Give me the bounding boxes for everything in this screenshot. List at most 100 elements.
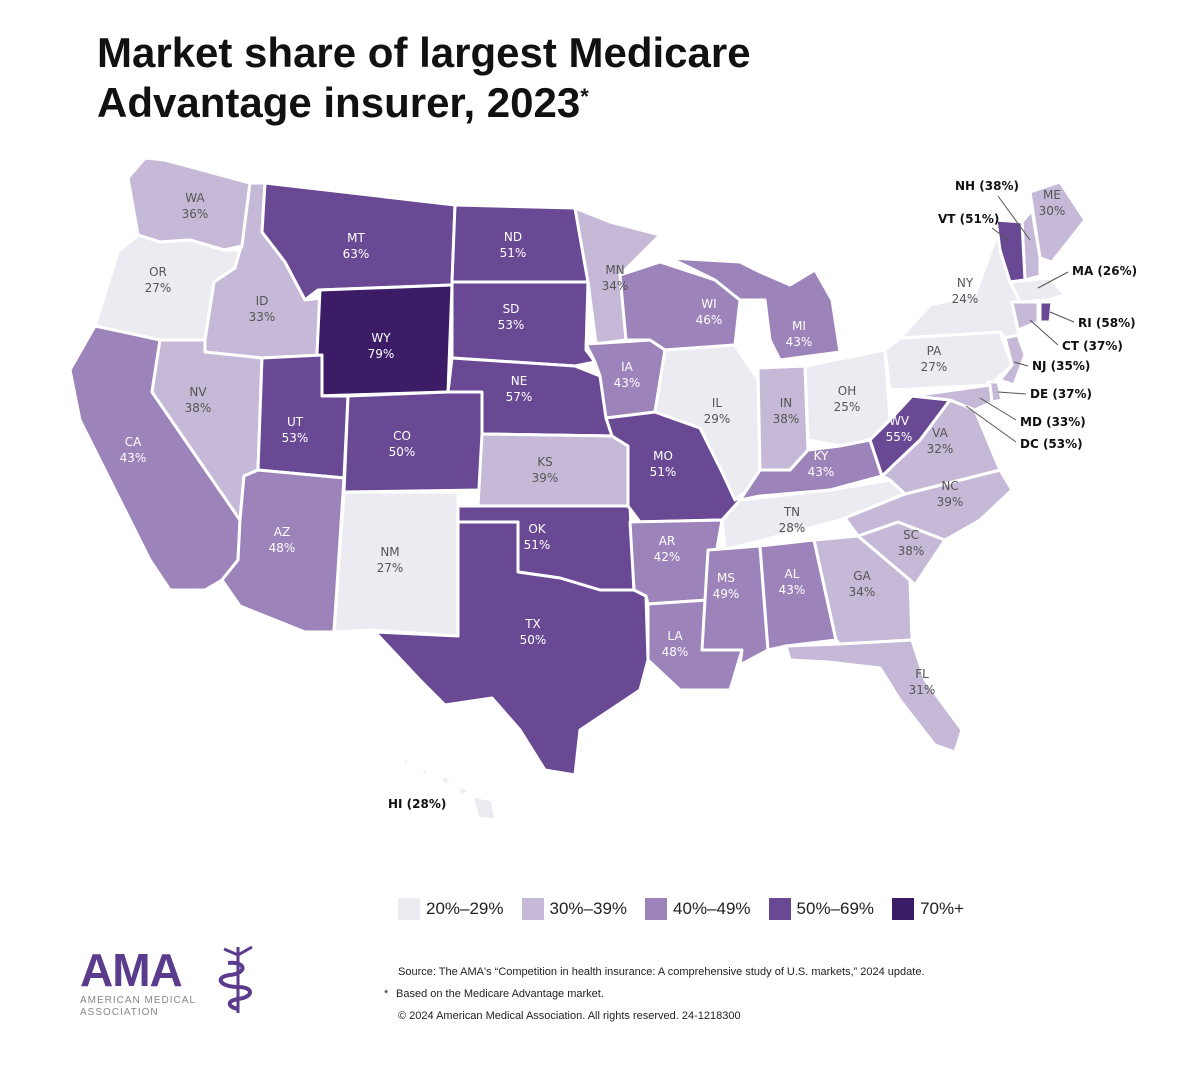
state-label-la-value: 48% — [662, 645, 689, 659]
label-hi: HI (28%) — [388, 797, 446, 811]
leader-nj — [1013, 361, 1029, 367]
state-label-mn-abbr: MN — [605, 263, 624, 277]
state-label-sd-value: 53% — [498, 318, 525, 332]
state-label-wy-value: 79% — [368, 347, 395, 361]
state-ma[interactable] — [1008, 276, 1067, 304]
state-ct[interactable] — [1010, 300, 1040, 332]
state-label-ny-abbr: NY — [957, 276, 974, 290]
leader-vt — [991, 227, 1009, 241]
state-label-ar-abbr: AR — [659, 534, 676, 548]
state-label-nc-value: 39% — [937, 495, 964, 509]
source-note: Source: The AMA's “Competition in health… — [398, 966, 925, 978]
state-label-tn-value: 28% — [779, 521, 806, 535]
state-label-me-value: 30% — [1039, 204, 1066, 218]
state-label-nd-value: 51% — [500, 246, 527, 260]
state-md[interactable] — [910, 383, 994, 412]
leader-ma — [1037, 271, 1069, 289]
state-label-nm-abbr: NM — [380, 545, 399, 559]
legend-swatch — [645, 898, 668, 920]
label-ri: RI (58%) — [1078, 316, 1136, 330]
state-label-az-abbr: AZ — [274, 525, 290, 539]
state-label-wy-abbr: WY — [371, 331, 391, 345]
state-fl[interactable] — [784, 638, 964, 754]
state-label-oh-value: 25% — [834, 400, 861, 414]
state-label-or-value: 27% — [145, 281, 172, 295]
state-label-ut-abbr: UT — [287, 415, 304, 429]
label-de: DE (37%) — [1030, 387, 1092, 401]
state-il[interactable] — [653, 343, 762, 502]
legend: 20%–29% 30%–39% 40%–49% 50%–69% 70%+ — [398, 898, 964, 920]
title-asterisk: * — [580, 84, 589, 109]
state-co[interactable] — [342, 390, 484, 494]
state-hi[interactable] — [398, 756, 498, 822]
asterisk-note: * Based on the Medicare Advantage market. — [384, 983, 925, 1005]
legend-item: 50%–69% — [768, 898, 875, 920]
legend-label: 50%–69% — [796, 899, 875, 918]
state-label-nv-value: 38% — [185, 401, 212, 415]
state-ks[interactable] — [476, 432, 630, 508]
state-label-nv-abbr: NV — [189, 385, 207, 399]
state-label-oh-abbr: OH — [838, 384, 856, 398]
state-label-mt-value: 63% — [343, 247, 370, 261]
asterisk-mark: * — [384, 988, 389, 1000]
label-vt: VT (51%) — [938, 212, 999, 226]
legend-swatch — [398, 898, 420, 920]
state-label-tx-abbr: TX — [524, 617, 541, 631]
state-label-va-abbr: VA — [932, 426, 948, 440]
state-tx[interactable] — [373, 520, 650, 777]
legend-item: 20%–29% — [398, 898, 504, 920]
state-label-ks-value: 39% — [532, 471, 559, 485]
logo-subtitle: AMERICAN MEDICAL ASSOCIATION — [80, 995, 196, 1019]
state-label-mt-abbr: MT — [347, 231, 365, 245]
state-label-in-value: 38% — [773, 412, 800, 426]
state-label-wv-abbr: WV — [889, 414, 910, 428]
state-label-ok-value: 51% — [524, 538, 551, 552]
state-label-ca-abbr: CA — [125, 435, 142, 449]
state-labels: WA 36% OR 27% CA 43% ID 33% NV 38% MT 63% WY 79… — [120, 188, 1066, 697]
state-label-me-abbr: ME — [1043, 188, 1061, 202]
legend-item: 30%–39% — [521, 898, 627, 920]
leader-ri — [1049, 311, 1075, 323]
state-ms[interactable] — [700, 544, 770, 667]
state-label-ga-value: 34% — [849, 585, 876, 599]
state-label-nm-value: 27% — [377, 561, 404, 575]
title-line-1: Market share of largest Medicare — [97, 29, 751, 76]
state-mi[interactable] — [668, 256, 842, 362]
logo-subtitle-line-1: AMERICAN MEDICAL — [80, 995, 197, 1006]
state-nj[interactable] — [998, 333, 1027, 387]
label-md: MD (33%) — [1020, 415, 1086, 429]
state-label-wi-abbr: WI — [701, 297, 716, 311]
state-label-in-abbr: IN — [780, 396, 793, 410]
logo-wordmark: AMA — [80, 944, 183, 996]
state-ri[interactable] — [1038, 300, 1054, 324]
ama-logo[interactable]: AMA AMERICAN MEDICAL ASSOCIATION — [78, 943, 278, 1033]
state-label-co-value: 50% — [389, 445, 416, 459]
state-label-fl-abbr: FL — [915, 667, 929, 681]
state-al[interactable] — [758, 538, 838, 652]
state-label-ga-abbr: GA — [853, 569, 871, 583]
state-label-ne-value: 57% — [506, 390, 533, 404]
